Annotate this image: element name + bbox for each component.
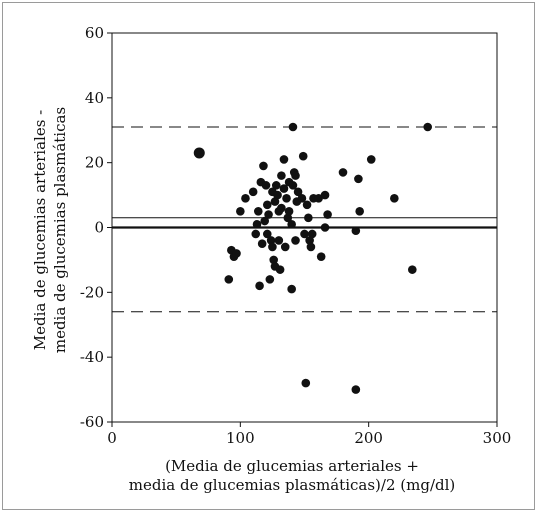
data-point <box>283 213 293 223</box>
data-point <box>301 378 311 388</box>
data-point <box>279 155 289 164</box>
data-point <box>408 265 417 274</box>
data-point <box>251 229 261 239</box>
data-point <box>273 190 282 200</box>
y-axis-title-line-1: Media de glucemias arteriales - <box>31 110 49 351</box>
data-point <box>261 181 271 190</box>
y-tick-label: -40 <box>80 348 104 366</box>
data-point <box>274 236 284 245</box>
y-axis-title-line-2: media de glucemias plasmáticas <box>51 107 69 353</box>
y-tick-label: -60 <box>80 413 104 431</box>
data-point <box>323 210 332 219</box>
data-point <box>224 275 234 284</box>
data-point <box>255 281 264 291</box>
data-point <box>241 194 250 203</box>
data-point <box>279 184 289 193</box>
y-tick-label: 20 <box>85 154 104 172</box>
data-point <box>291 236 300 245</box>
data-point <box>271 181 281 190</box>
data-point <box>297 194 307 203</box>
data-point <box>269 255 279 265</box>
x-tick-label: 100 <box>226 429 255 447</box>
data-point <box>248 187 258 197</box>
x-axis-title-line-1: (Media de glucemias arteriales + <box>165 457 419 475</box>
data-point <box>338 168 348 177</box>
data-point <box>262 229 272 239</box>
data-point <box>320 190 330 200</box>
data-point <box>287 284 296 294</box>
data-point <box>366 155 376 164</box>
y-tick-label: 40 <box>85 89 104 107</box>
data-point <box>262 200 272 210</box>
y-tick-label: 60 <box>85 24 104 42</box>
data-point <box>354 174 363 184</box>
y-tick-label: -20 <box>80 283 104 301</box>
data-point <box>316 252 326 261</box>
data-point <box>236 206 245 216</box>
data-point <box>320 223 330 232</box>
data-point <box>277 171 286 180</box>
data-point <box>264 210 273 219</box>
data-point <box>300 229 309 239</box>
data-point <box>390 194 399 203</box>
data-point <box>275 265 285 274</box>
data-point <box>355 206 364 216</box>
data-point <box>314 194 323 203</box>
data-point <box>288 122 298 132</box>
data-point <box>304 213 313 223</box>
data-point <box>268 242 277 252</box>
data-point <box>302 200 312 210</box>
x-axis-title-line-2: media de glucemias plasmáticas)/2 (mg/dl… <box>129 476 456 494</box>
data-point <box>291 171 300 180</box>
data-point <box>282 194 291 203</box>
x-tick-label: 200 <box>354 429 383 447</box>
data-point <box>257 239 267 249</box>
data-point <box>252 219 262 229</box>
data-point <box>259 161 268 171</box>
data-point <box>351 385 361 394</box>
data-point <box>307 229 317 239</box>
data-point <box>265 275 275 284</box>
data-point <box>277 203 286 213</box>
data-points <box>193 122 433 394</box>
data-point <box>306 242 316 252</box>
data-point <box>270 197 280 206</box>
data-point <box>232 249 241 258</box>
x-tick-label: 300 <box>483 429 512 447</box>
data-point <box>423 122 433 132</box>
data-point <box>298 151 308 161</box>
data-point <box>193 147 205 159</box>
x-tick-label: 0 <box>107 429 117 447</box>
data-point <box>293 187 303 197</box>
data-point <box>288 181 298 190</box>
data-point <box>260 216 270 226</box>
figure-frame <box>2 2 535 510</box>
data-point <box>305 236 314 245</box>
data-point <box>266 236 276 245</box>
data-point <box>287 219 296 229</box>
data-point <box>253 206 263 216</box>
data-point <box>284 206 294 216</box>
data-point <box>280 242 290 252</box>
data-point <box>351 226 361 236</box>
y-tick-label: 0 <box>94 219 104 237</box>
